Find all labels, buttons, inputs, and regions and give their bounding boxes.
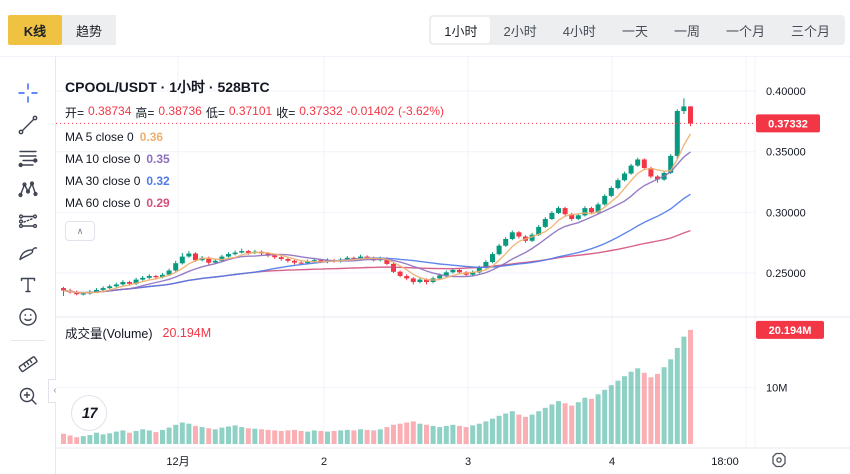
text-icon xyxy=(20,277,35,293)
horizontal-lines-tool-button[interactable] xyxy=(15,145,41,169)
trend-line-icon xyxy=(18,115,37,135)
time-axis-label: 3 xyxy=(465,456,471,468)
ohlc-row: 开= 0.38734 高= 0.38736 低= 0.37101 收= 0.37332 … xyxy=(65,104,444,121)
time-axis-settings-button[interactable] xyxy=(768,450,790,470)
current-price-badge: 0.37332 xyxy=(756,114,820,133)
chart-legend: CPOOL/USDT · 1小时 · 528BTC 开= 0.38734 高= 0.… xyxy=(65,77,444,241)
tab-trend[interactable]: 趋势 xyxy=(62,15,116,45)
time-axis-label: 2 xyxy=(321,456,327,468)
ma30-row: MA 30 close 0 0.32 xyxy=(65,174,170,188)
change-percent: (-3.62%) xyxy=(398,104,445,118)
ma5-row: MA 5 close 0 0.36 xyxy=(65,130,164,144)
symbol-title: CPOOL/USDT · 1小时 · 528BTC xyxy=(65,79,270,95)
emoji-tool-button[interactable] xyxy=(15,305,41,329)
interval-3mo[interactable]: 三个月 xyxy=(778,17,843,43)
low-value: 0.37101 xyxy=(228,104,273,118)
open-label: 开= xyxy=(65,106,85,120)
brush-tool-button[interactable] xyxy=(15,241,41,265)
current-volume-badge: 20.194M xyxy=(756,320,824,339)
interval-1w[interactable]: 一周 xyxy=(661,17,713,43)
zoom-in-icon xyxy=(19,387,37,405)
ma10-row: MA 10 close 0 0.35 xyxy=(65,152,170,166)
volume-value: 20.194M xyxy=(162,325,212,340)
time-axis-label: 4 xyxy=(609,456,615,468)
horizontal-lines-icon xyxy=(17,150,37,168)
text-tool-button[interactable] xyxy=(15,273,41,297)
ma60-value: 0.29 xyxy=(146,196,170,210)
zoom-in-tool-button[interactable] xyxy=(15,384,41,408)
ma30-value: 0.32 xyxy=(146,174,170,188)
ma5-value: 0.36 xyxy=(139,130,164,144)
legend-collapse-button[interactable]: ∧ xyxy=(65,221,95,241)
interval-1d[interactable]: 一天 xyxy=(609,17,661,43)
interval-2h[interactable]: 2小时 xyxy=(490,17,549,43)
tab-kline[interactable]: K线 xyxy=(8,15,62,45)
forecast-icon xyxy=(18,214,37,229)
brush-icon xyxy=(18,247,37,261)
trend-line-tool-button[interactable] xyxy=(15,113,41,137)
time-axis-label: 12月 xyxy=(166,456,189,468)
xabcd-pattern-icon xyxy=(17,181,38,198)
price-tick-label: 0.30000 xyxy=(766,207,806,219)
change-value: -0.01402 xyxy=(346,104,394,118)
time-axis-label: 18:00 xyxy=(711,456,739,468)
forecast-tool-button[interactable] xyxy=(15,209,41,233)
crosshair-icon xyxy=(17,83,38,103)
drawing-toolbar: ‹ xyxy=(0,56,62,474)
candlestick-volume-chart[interactable]: 0.40000 0.35000 0.30000 0.25000 10M 12月 2 3 4 18:… xyxy=(56,57,850,474)
chart-area: 0.40000 0.35000 0.30000 0.25000 10M 12月 2 3 4 18:… xyxy=(56,56,850,474)
close-label: 收= xyxy=(276,106,296,120)
interval-1h[interactable]: 1小时 xyxy=(431,17,491,43)
svg-text:20.194M: 20.194M xyxy=(769,325,812,337)
xabcd-pattern-tool-button[interactable] xyxy=(15,177,41,201)
volume-legend: 成交量(Volume) 20.194M xyxy=(65,323,211,342)
interval-4h[interactable]: 4小时 xyxy=(550,17,609,43)
volume-tick-label: 10M xyxy=(766,383,787,395)
price-tick-label: 0.25000 xyxy=(766,268,806,280)
svg-text:0.37332: 0.37332 xyxy=(768,118,808,130)
price-tick-label: 0.40000 xyxy=(766,86,806,98)
price-tick-label: 0.35000 xyxy=(766,147,806,159)
close-value: 0.37332 xyxy=(299,104,343,118)
volume-label: 成交量(Volume) xyxy=(65,327,153,341)
interval-selector: 1小时 2小时 4小时 一天 一周 一个月 三个月 xyxy=(429,15,845,45)
interval-1mo[interactable]: 一个月 xyxy=(713,17,778,43)
low-label: 低= xyxy=(205,106,225,120)
ma60-row: MA 60 close 0 0.29 xyxy=(65,196,170,210)
crosshair-tool-button[interactable] xyxy=(15,81,41,105)
toolbar-divider xyxy=(10,340,45,341)
ruler-icon xyxy=(18,356,38,373)
tradingview-logo[interactable]: 17 xyxy=(71,395,107,431)
emoji-icon xyxy=(18,308,37,326)
tradingview-logo-glyph: 17 xyxy=(80,404,98,422)
high-label: 高= xyxy=(135,106,155,120)
chart-type-tabs: K线 趋势 xyxy=(8,15,116,45)
topbar: K线 趋势 1小时 2小时 4小时 一天 一周 一个月 三个月 xyxy=(0,0,850,56)
ma10-value: 0.35 xyxy=(146,152,170,166)
high-value: 0.38736 xyxy=(158,104,202,118)
open-value: 0.38734 xyxy=(88,104,132,118)
ruler-tool-button[interactable] xyxy=(15,352,41,376)
gear-icon xyxy=(772,452,786,468)
